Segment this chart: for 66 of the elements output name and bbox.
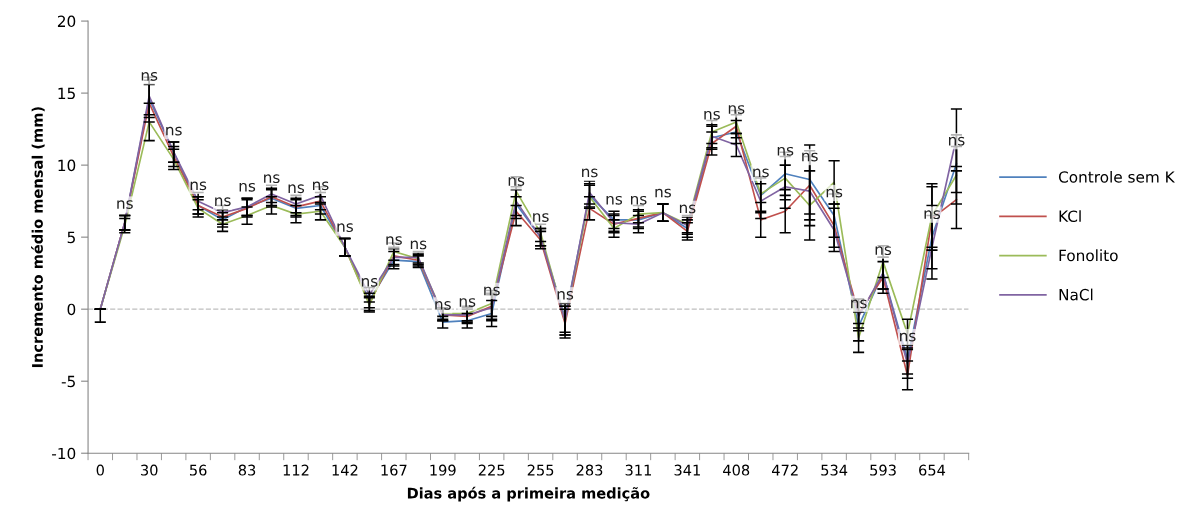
data-label: ns — [141, 72, 158, 81]
x-tick-label: 341 — [674, 464, 700, 476]
data-label: ns — [484, 286, 500, 296]
x-tick-label: 534 — [821, 464, 848, 476]
data-label: ns — [459, 298, 476, 307]
data-label: ns — [166, 126, 182, 136]
data-label: ns — [288, 184, 305, 194]
data-label: ns — [900, 332, 916, 342]
x-tick-label: 112 — [283, 464, 309, 476]
data-label: ns — [728, 105, 745, 114]
data-label: ns — [215, 197, 231, 207]
data-label: ns — [679, 204, 696, 214]
x-tick-label: 56 — [189, 464, 207, 476]
data-label: ns — [753, 168, 769, 178]
x-tick-label: 225 — [478, 464, 505, 476]
data-label: ns — [410, 240, 427, 250]
x-tick-label: 199 — [430, 464, 456, 476]
y-tick-label: 20 — [57, 15, 76, 28]
data-label: ns — [655, 188, 671, 198]
data-label: ns — [826, 188, 843, 198]
x-tick-label: 408 — [723, 464, 750, 476]
data-label: ns — [361, 277, 378, 287]
x-tick-label: 142 — [332, 464, 358, 476]
x-tick-label: 472 — [772, 464, 798, 476]
x-tick-label: 255 — [527, 464, 554, 476]
data-label: ns — [631, 195, 647, 205]
data-label: ns — [508, 177, 525, 186]
data-label: ns — [851, 299, 867, 309]
x-tick-label: 654 — [919, 464, 946, 476]
y-tick-label: 0 — [67, 303, 76, 316]
data-label: ns — [606, 195, 623, 205]
legend-label: NaCl — [1059, 288, 1093, 301]
data-label: ns — [949, 136, 965, 146]
y-tick-label: 15 — [58, 87, 75, 100]
data-label: ns — [777, 146, 794, 156]
legend-label: KCl — [1059, 210, 1081, 222]
data-label: ns — [264, 174, 280, 184]
x-tick-label: 30 — [141, 464, 158, 476]
x-tick-label: 167 — [381, 464, 407, 476]
data-label: ns — [435, 301, 451, 310]
data-label: ns — [533, 213, 549, 222]
data-label: ns — [337, 223, 353, 233]
data-label: ns — [557, 290, 574, 300]
data-label: ns — [704, 110, 720, 120]
data-label: ns — [924, 210, 941, 220]
x-tick-label: 0 — [96, 464, 104, 476]
data-label: ns — [190, 181, 207, 191]
data-label: ns — [239, 182, 256, 192]
y-axis-title: Incremento médio mensal (mm) — [31, 107, 45, 368]
data-label: ns — [582, 168, 598, 178]
data-label: ns — [386, 236, 402, 245]
y-tick-label: 10 — [58, 159, 76, 172]
x-tick-label: 311 — [625, 464, 652, 476]
y-tick-label: -10 — [52, 447, 76, 460]
y-tick-label: 5 — [67, 231, 75, 244]
x-tick-label: 283 — [576, 464, 603, 476]
legend-label: Fonolito — [1059, 249, 1118, 262]
data-label: ns — [313, 181, 329, 191]
legend-label: Controle sem K — [1058, 170, 1175, 183]
x-tick-label: 593 — [870, 464, 896, 476]
x-axis-title: Dias após a primeira medição — [407, 486, 650, 502]
data-label: ns — [117, 200, 133, 209]
x-tick-label: 83 — [238, 464, 256, 476]
data-label: ns — [875, 246, 892, 256]
data-label: ns — [802, 152, 818, 162]
y-tick-label: -5 — [61, 375, 75, 388]
